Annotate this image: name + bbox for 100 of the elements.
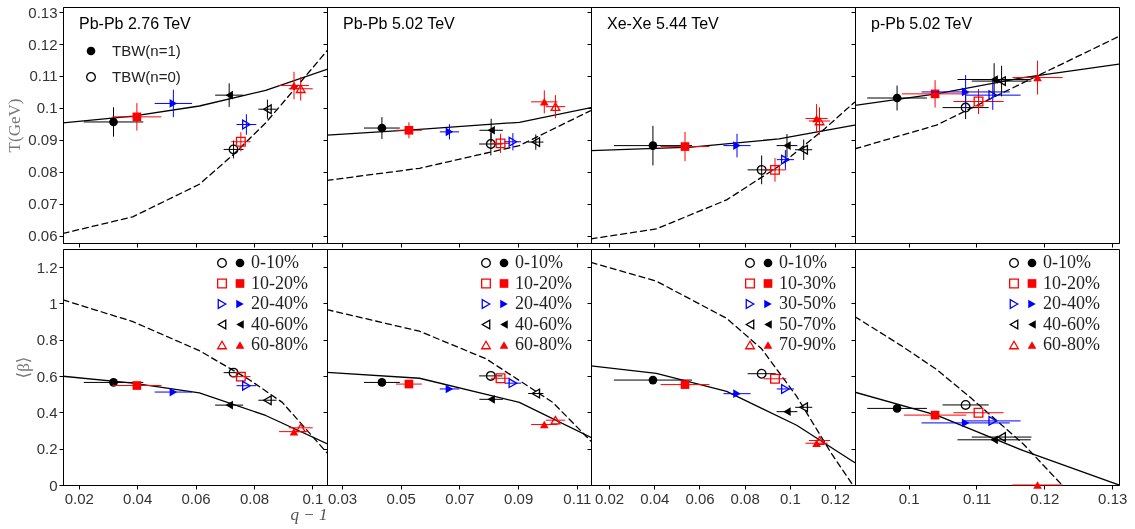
y-tick-label: 0.07: [28, 195, 58, 213]
point: [169, 99, 178, 108]
point: [648, 375, 658, 385]
y-tick-label: 0: [49, 476, 58, 494]
x-tick-label: 0.08: [239, 489, 270, 507]
point: [445, 127, 454, 137]
y-tick-label: 0.08: [28, 163, 58, 181]
point: [997, 432, 1006, 443]
x-tick-label: 0.09: [504, 489, 534, 507]
point: [263, 395, 272, 406]
point: [225, 90, 233, 100]
y-tick-label: 0.4: [36, 403, 58, 421]
y-tick-label: 1: [49, 294, 58, 312]
point: [812, 439, 821, 447]
point: [892, 404, 902, 413]
point: [961, 87, 970, 97]
point: [235, 371, 246, 382]
point: [508, 378, 518, 389]
point: [990, 75, 998, 84]
x-tick-label: 0.02: [64, 489, 94, 507]
point: [485, 370, 496, 381]
x-tick-label: 0.12: [1030, 489, 1060, 507]
point: [990, 435, 998, 445]
point: [377, 378, 387, 387]
point: [242, 119, 251, 130]
legend-label: 40-60%: [1043, 313, 1100, 334]
legend-label: 0-10%: [1043, 252, 1091, 272]
x-tick-label: 0.12: [821, 489, 851, 507]
point: [770, 164, 780, 175]
point: [445, 384, 454, 394]
legend-label: TBW(n=0): [112, 68, 181, 85]
text: p-Pb 5.02 TeV: [871, 15, 973, 32]
y-tick-label: 0.13: [28, 3, 58, 21]
x-tick-label: 0.11: [563, 489, 592, 507]
point: [780, 154, 790, 165]
text: Pb-Pb 2.76 TeV: [79, 15, 192, 32]
point: [531, 388, 541, 399]
legend-label: 40-60%: [515, 313, 572, 334]
y-tick-label: 0.06: [28, 227, 58, 245]
point: [295, 423, 306, 433]
point: [289, 81, 299, 90]
x-tick-label: 0.07: [445, 489, 475, 507]
legend-label: 10-20%: [515, 272, 572, 293]
legend-label: 20-40%: [251, 293, 308, 313]
point: [263, 104, 272, 115]
point: [1033, 73, 1042, 82]
point: [495, 373, 506, 384]
point: [961, 418, 970, 428]
legend-label: 30-50%: [779, 293, 836, 313]
point: [539, 98, 549, 106]
point: [997, 76, 1006, 87]
point: [988, 90, 998, 101]
y-tick-label: 0.6: [36, 367, 58, 385]
legend-label: 60-80%: [515, 334, 572, 354]
legend-label: 50-70%: [779, 313, 836, 334]
point: [960, 102, 971, 113]
legend-label: 10-30%: [779, 272, 836, 293]
x-tick-label: 0.04: [123, 489, 153, 507]
point: [814, 116, 825, 126]
point: [242, 380, 251, 391]
legend-label: 60-80%: [251, 334, 308, 354]
text: Pb-Pb 5.02 TeV: [343, 15, 456, 32]
point: [770, 373, 780, 384]
y-tick-label: 0.1: [36, 99, 58, 117]
legend-label: TBW(n=1): [112, 42, 181, 59]
point: [295, 84, 306, 94]
point: [783, 407, 791, 416]
x-tick-label: 0.06: [685, 489, 715, 507]
y-tick-label: 0.11: [29, 67, 58, 85]
y-tick-label: 0.12: [28, 35, 58, 53]
point: [289, 427, 299, 436]
point: [799, 402, 809, 413]
x-tick-label: 0.13: [1098, 489, 1128, 507]
x-tick-label: 0.03: [327, 489, 358, 507]
point: [377, 123, 387, 133]
legend-label: 10-20%: [251, 272, 308, 293]
point: [680, 142, 690, 151]
point: [756, 164, 767, 175]
x-tick-label: 0.1: [898, 489, 920, 507]
point: [756, 368, 767, 379]
point: [508, 136, 518, 147]
point: [960, 399, 971, 410]
point: [228, 367, 239, 378]
legend-label: 20-40%: [515, 293, 572, 313]
point: [973, 407, 984, 418]
point: [733, 389, 741, 399]
point: [780, 383, 790, 394]
y-axis-title: ⟨β⟩: [13, 356, 33, 379]
y-tick-label: 1.2: [36, 258, 58, 276]
x-tick-label: 0.1: [779, 489, 801, 507]
x-tick-label: 0.04: [640, 489, 670, 507]
point: [228, 144, 239, 155]
point: [988, 415, 998, 426]
y-tick-label: 0.09: [28, 131, 58, 149]
point: [892, 93, 902, 103]
point: [1033, 481, 1042, 489]
point: [169, 387, 178, 397]
legend-label: 0-10%: [251, 252, 299, 272]
x-tick-label: 0.1: [302, 489, 324, 507]
point: [680, 380, 690, 389]
